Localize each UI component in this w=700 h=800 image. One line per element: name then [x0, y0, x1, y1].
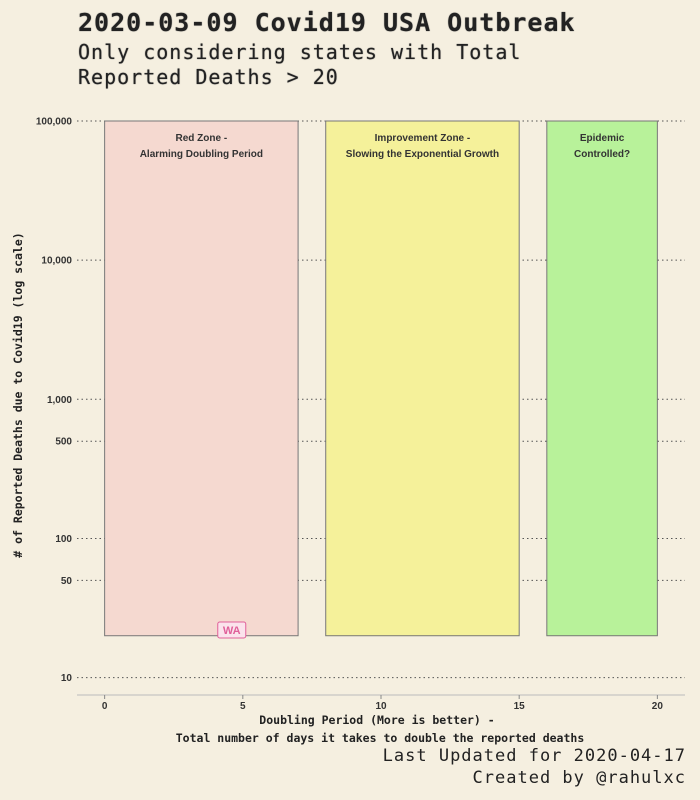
controlled-zone-label: Controlled?	[574, 149, 630, 160]
title-block: 2020-03-09 Covid19 USA Outbreak Only con…	[78, 8, 576, 90]
x-axis-title: Doubling Period (More is better) -	[259, 713, 494, 727]
x-tick-label: 0	[102, 701, 108, 712]
controlled-zone-rect	[546, 120, 658, 637]
y-tick-label: 100,000	[36, 117, 73, 128]
y-tick-label: 1,000	[47, 395, 72, 406]
chart-title: 2020-03-09 Covid19 USA Outbreak	[78, 8, 576, 37]
improvement-zone-rect	[325, 120, 520, 637]
red-zone-label: Red Zone -	[176, 133, 228, 144]
y-tick-label: 10	[61, 673, 73, 684]
zones: Red Zone - Alarming Doubling Period Improv…	[104, 120, 658, 637]
red-zone-label: Alarming Doubling Period	[140, 149, 263, 160]
y-axis-title: # of Reported Deaths due to Covid19 (log…	[11, 232, 25, 557]
x-tick-label: 5	[240, 701, 246, 712]
state-label-box	[217, 621, 247, 639]
footer: Last Updated for 2020-04-17 Created by @…	[383, 745, 686, 789]
credit: Created by @rahulxc	[472, 768, 686, 788]
red-zone-rect	[104, 120, 299, 637]
x-tick-label: 10	[375, 701, 387, 712]
state-label: WA	[223, 625, 241, 637]
axes: 10 50 100 500 1,000 10,000 100,000 0 5 10 15 20	[36, 117, 685, 712]
x-tick-label: 20	[652, 701, 664, 712]
data-points: WA	[217, 621, 247, 639]
improvement-zone-label: Slowing the Exponential Growth	[346, 149, 499, 160]
last-updated: Last Updated for 2020-04-17	[382, 746, 686, 766]
y-tick-label: 100	[55, 534, 72, 545]
chart-subtitle: Only considering states with Total Repor…	[78, 40, 522, 89]
controlled-zone-label: Epidemic	[580, 133, 625, 144]
x-tick-label: 15	[514, 701, 526, 712]
y-tick-label: 10,000	[41, 256, 72, 267]
y-tick-label: 500	[55, 437, 72, 448]
x-axis-subtitle: Total number of days it takes to double …	[176, 731, 585, 745]
y-tick-label: 50	[61, 576, 73, 587]
improvement-zone-label: Improvement Zone -	[375, 133, 471, 144]
